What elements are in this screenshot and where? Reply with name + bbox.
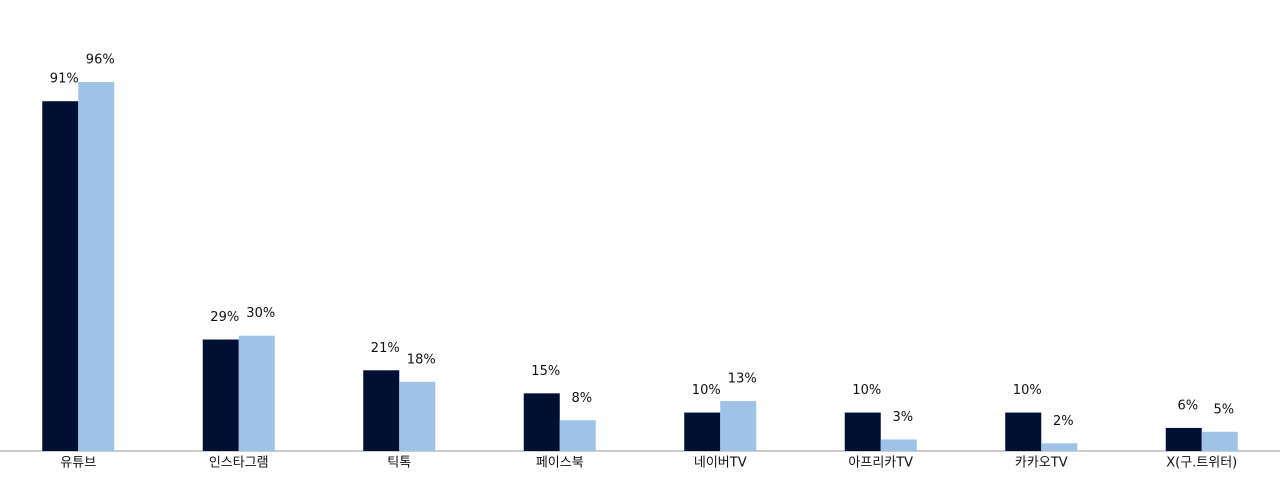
bar: [684, 412, 721, 451]
value-label: 29%: [210, 310, 239, 325]
x-tick-label: 페이스북: [536, 456, 584, 471]
bar: [559, 420, 596, 451]
value-label: 21%: [371, 341, 400, 356]
x-tick-label: 유튜브: [60, 456, 96, 471]
bar: [1005, 412, 1042, 451]
value-label: 8%: [571, 391, 592, 406]
value-label: 5%: [1213, 402, 1234, 417]
value-label: 3%: [892, 410, 913, 425]
x-tick-label: 틱톡: [387, 456, 411, 471]
value-label: 15%: [531, 364, 560, 379]
bar: [238, 335, 275, 451]
x-tick-label: X(구.트위터): [1166, 456, 1237, 471]
bar: [78, 82, 115, 451]
x-tick-label: 카카오TV: [1015, 456, 1068, 471]
bar: [399, 381, 436, 451]
value-label: 2%: [1053, 414, 1074, 429]
bar: [42, 101, 79, 451]
bar: [1201, 431, 1238, 451]
value-label: 13%: [728, 372, 757, 387]
value-label: 6%: [1177, 398, 1198, 413]
value-label: 10%: [692, 383, 721, 398]
value-label: 91%: [50, 72, 79, 87]
x-tick-label: 아프리카TV: [848, 456, 913, 471]
value-label: 18%: [407, 352, 436, 367]
value-label: 10%: [852, 383, 881, 398]
bar: [363, 370, 400, 451]
x-tick-label: 네이버TV: [694, 456, 747, 471]
value-label: 10%: [1013, 383, 1042, 398]
bar: [523, 393, 560, 451]
bar: [1165, 427, 1202, 451]
x-tick-label: 인스타그램: [209, 456, 269, 471]
bar: [844, 412, 881, 451]
bar: [202, 339, 239, 451]
bar: [1041, 443, 1078, 451]
value-label: 30%: [246, 306, 275, 321]
bar: [720, 401, 757, 451]
bar: [880, 439, 917, 451]
value-label: 96%: [86, 53, 115, 68]
